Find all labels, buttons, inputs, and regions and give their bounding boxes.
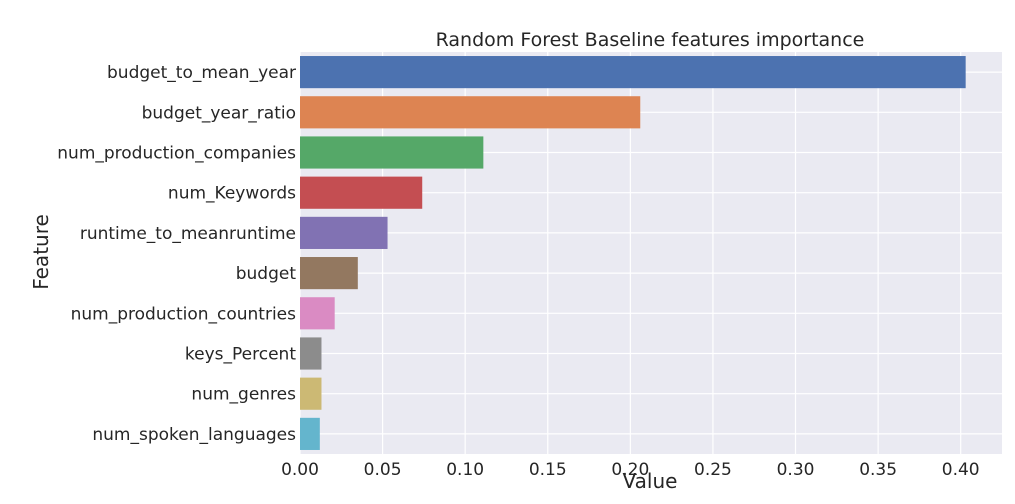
bar-budget-to-mean-year: [300, 56, 966, 89]
bar-num-production-companies: [300, 136, 484, 169]
y-tick-label: num_spoken_languages: [92, 425, 296, 445]
y-tick-labels: budget_to_mean_year budget_year_ratio num_…: [57, 63, 296, 445]
x-tick-label: 0.35: [859, 460, 897, 480]
bar-runtime-to-meanruntime: [300, 216, 388, 249]
y-tick-label: num_production_countries: [71, 304, 297, 324]
y-tick-label: budget_year_ratio: [142, 103, 296, 123]
bar-budget-year-ratio: [300, 96, 641, 129]
y-tick-label: runtime_to_meanruntime: [80, 224, 296, 244]
x-tick-label: 0.25: [694, 460, 732, 480]
y-tick-label: budget_to_mean_year: [107, 63, 296, 83]
bars: [300, 56, 966, 450]
x-tick-label: 0.15: [529, 460, 567, 480]
bar-num-production-countries: [300, 297, 335, 330]
y-tick-label: keys_Percent: [185, 345, 296, 365]
x-axis-label: Value: [623, 469, 678, 493]
y-axis-label: Feature: [29, 214, 53, 290]
x-tick-label: 0.10: [446, 460, 484, 480]
x-tick-label: 0.30: [777, 460, 815, 480]
y-tick-label: budget: [236, 264, 297, 284]
x-tick-labels: 0.00 0.05 0.10 0.15 0.20 0.25 0.30 0.35 0.40: [281, 460, 980, 480]
x-tick-label: 0.20: [611, 460, 649, 480]
chart-title: Random Forest Baseline features importan…: [436, 29, 865, 51]
y-tick-label: num_genres: [191, 385, 296, 405]
y-tick-label: num_Keywords: [168, 184, 296, 204]
y-tick-label: num_production_companies: [57, 144, 296, 164]
bar-keys-percent: [300, 337, 322, 370]
x-tick-label: 0.00: [281, 460, 319, 480]
bar-num-keywords: [300, 176, 423, 209]
bar-num-spoken-languages: [300, 417, 320, 450]
x-tick-label: 0.40: [942, 460, 980, 480]
x-tick-label: 0.05: [364, 460, 402, 480]
bar-num-genres: [300, 377, 322, 410]
bar-budget: [300, 257, 358, 290]
